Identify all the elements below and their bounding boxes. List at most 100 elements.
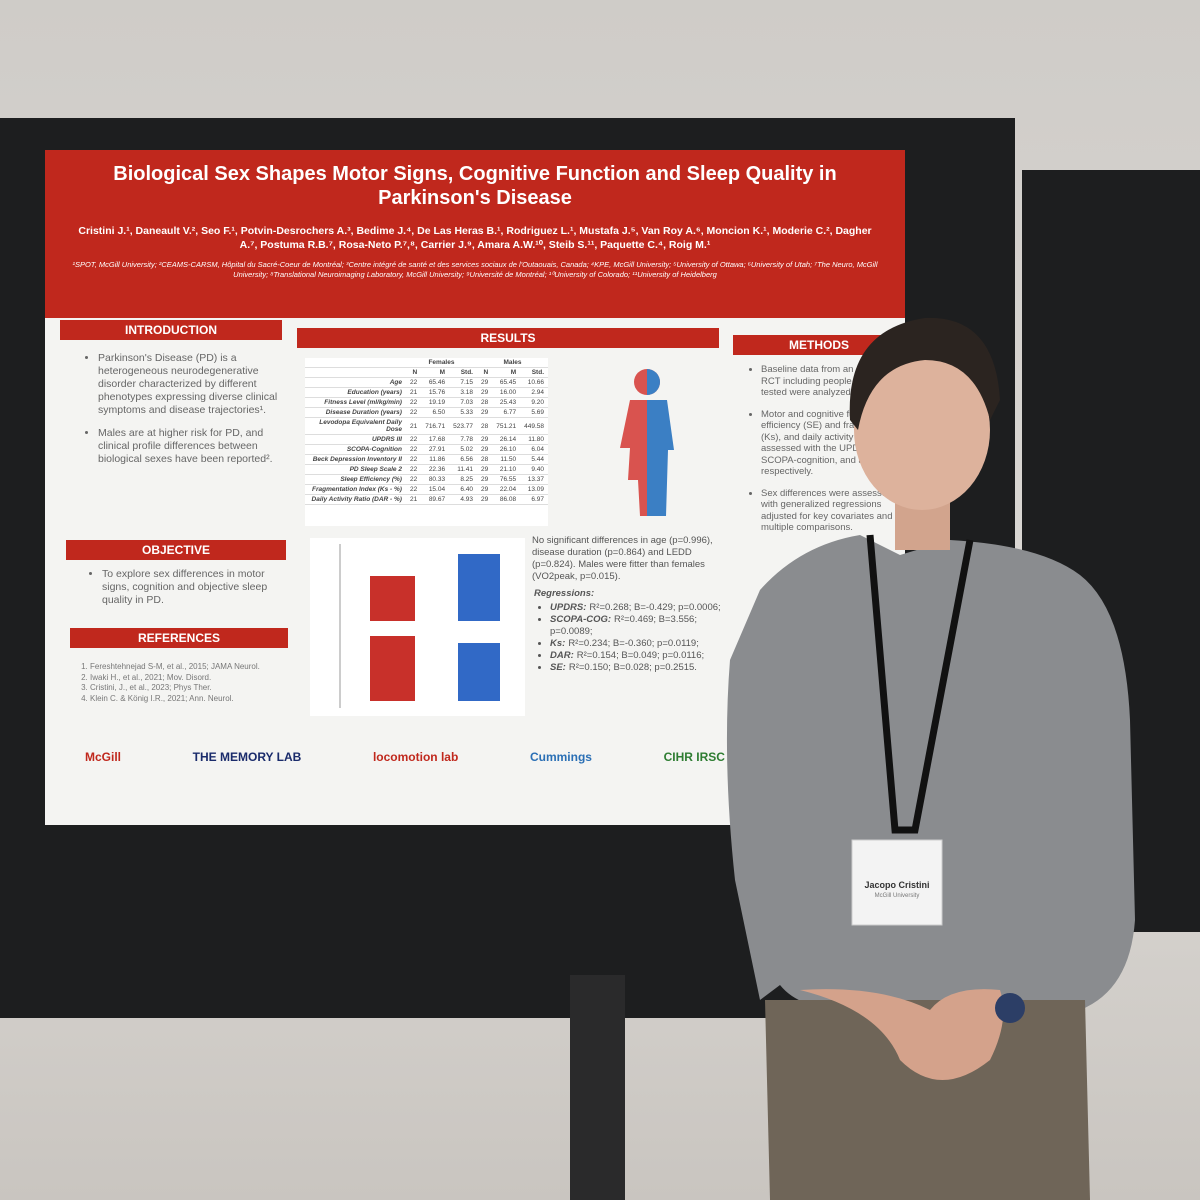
group-header: Females bbox=[405, 358, 477, 368]
regression-list: UPDRS:R²=0.268; B=-0.429; p=0.0006;SCOPA… bbox=[536, 602, 730, 674]
table-cell: 21.10 bbox=[492, 464, 521, 475]
column-header: N bbox=[476, 367, 493, 378]
regression-text: R²=0.154; B=0.049; p=0.0116; bbox=[576, 650, 705, 661]
table-cell: 6.50 bbox=[421, 407, 450, 418]
logo: McGill bbox=[85, 750, 122, 764]
regression-label: SCOPA-COG: bbox=[550, 614, 612, 625]
table-cell: 11.41 bbox=[449, 464, 477, 475]
table-cell: 21 bbox=[405, 387, 422, 398]
table-cell: 11.80 bbox=[520, 434, 548, 445]
table-cell: 22 bbox=[405, 444, 422, 455]
badge-affiliation: McGill University bbox=[874, 893, 920, 899]
table-column-row: N M Std. N M Std. bbox=[305, 367, 548, 378]
reference: Cristini, J., et al., 2023; Phys Ther. bbox=[90, 683, 300, 694]
table-cell: 22 bbox=[405, 484, 422, 495]
row-label: Age bbox=[305, 377, 406, 388]
table-cell: 22 bbox=[405, 464, 422, 475]
regression-label: UPDRS: bbox=[550, 602, 587, 613]
table-cell: 22 bbox=[405, 407, 422, 418]
regressions-heading: Regressions: bbox=[534, 588, 595, 599]
table-cell: 6.40 bbox=[449, 484, 477, 495]
table-cell: 11.86 bbox=[421, 454, 450, 465]
table-row: Disease Duration (years) 22 6.50 5.33 29 6.77… bbox=[305, 407, 548, 418]
table-cell: 6.04 bbox=[520, 444, 548, 455]
section-heading: METHODS bbox=[733, 335, 905, 355]
table-cell: 65.46 bbox=[421, 377, 450, 388]
table-cell: 7.15 bbox=[449, 377, 477, 388]
section-heading: REFERENCES bbox=[70, 628, 288, 648]
table-cell: 22 bbox=[405, 454, 422, 465]
table-cell: 22 bbox=[405, 397, 422, 408]
table-cell: 29 bbox=[476, 484, 493, 495]
affiliations: ¹SPOT, McGill University; ²CEAMS-CARSM, … bbox=[72, 260, 878, 279]
table-row: Sleep Efficiency (%) 22 80.33 8.25 29 76.55 13… bbox=[305, 474, 548, 485]
regression: Ks:R²=0.234; B=-0.360; p=0.0119; bbox=[550, 638, 730, 650]
table-row: UPDRS III 22 17.68 7.78 29 26.14 11.80 bbox=[305, 434, 548, 445]
table-cell: 22.04 bbox=[492, 484, 521, 495]
table-cell: 29 bbox=[476, 434, 493, 445]
bullet: Males are at higher risk for PD, and cli… bbox=[98, 427, 283, 466]
table-cell: 21 bbox=[405, 417, 422, 435]
row-label: Daily Activity Ratio (DAR - %) bbox=[305, 494, 406, 505]
table-cell: 7.03 bbox=[449, 397, 477, 408]
row-label: Disease Duration (years) bbox=[305, 407, 406, 418]
row-label: Levodopa Equivalent Daily Dose bbox=[305, 417, 406, 435]
row-label: Education (years) bbox=[305, 387, 406, 398]
table-cell: 76.55 bbox=[492, 474, 521, 485]
methods-list: Baseline data from an ongoing RCT includ… bbox=[745, 364, 911, 544]
bullet: Parkinson's Disease (PD) is a heterogene… bbox=[98, 352, 283, 417]
table-cell: 6.97 bbox=[520, 494, 548, 505]
column-header: Std. bbox=[449, 367, 477, 378]
regression: SE:R²=0.150; B=0.028; p=0.2515. bbox=[550, 662, 730, 674]
table-cell: 4.93 bbox=[449, 494, 477, 505]
section-heading: OBJECTIVE bbox=[66, 540, 286, 560]
section-heading: RESULTS bbox=[297, 328, 719, 348]
bullet: Sex differences were assessed with gener… bbox=[761, 488, 911, 534]
bullet: Motor and cognitive function, sleep effi… bbox=[761, 409, 911, 478]
objective-list: To explore sex differences in motor sign… bbox=[86, 568, 287, 617]
regression: DAR:R²=0.154; B=0.049; p=0.0116; bbox=[550, 650, 730, 662]
row-label: SCOPA-Cognition bbox=[305, 444, 406, 455]
bullet: To explore sex differences in motor sign… bbox=[102, 568, 287, 607]
sex-icon bbox=[620, 369, 674, 516]
table-cell: 5.44 bbox=[520, 454, 548, 465]
table-cell: 6.77 bbox=[492, 407, 521, 418]
poster-title: Biological Sex Shapes Motor Signs, Cogni… bbox=[113, 163, 837, 209]
row-label: Sleep Efficiency (%) bbox=[305, 474, 406, 485]
table-cell: 27.91 bbox=[421, 444, 450, 455]
table-row: Fragmentation Index (Ks - %) 22 15.04 6.40 2… bbox=[305, 484, 548, 495]
table-cell: 15.04 bbox=[421, 484, 450, 495]
regression-text: R²=0.268; B=-0.429; p=0.0006; bbox=[589, 602, 721, 613]
table-cell: 22 bbox=[405, 474, 422, 485]
regression-label: Ks: bbox=[550, 638, 566, 649]
table-cell: 5.33 bbox=[449, 407, 477, 418]
badge-name: Jacopo Cristini bbox=[864, 880, 930, 890]
table-cell: 9.20 bbox=[520, 397, 548, 408]
table-cell: 29 bbox=[476, 387, 493, 398]
column-header: N bbox=[405, 367, 422, 378]
table-cell: 28 bbox=[476, 454, 493, 465]
row-label: Beck Depression Inventory II bbox=[305, 454, 406, 465]
results-summary: No significant differences in age (p=0.9… bbox=[532, 535, 713, 582]
table-cell: 86.08 bbox=[492, 494, 521, 505]
reference: Fereshtehnejad S-M, et al., 2015; JAMA N… bbox=[90, 662, 300, 673]
table-row: Beck Depression Inventory II 22 11.86 6.56 2… bbox=[305, 454, 548, 465]
table-cell: 28 bbox=[476, 397, 493, 408]
table-cell: 29 bbox=[476, 377, 493, 388]
regression: UPDRS:R²=0.268; B=-0.429; p=0.0006; bbox=[550, 602, 730, 614]
table-group-row: Females Males bbox=[305, 358, 548, 368]
row-label: UPDRS III bbox=[305, 434, 406, 445]
table-row: SCOPA-Cognition 22 27.91 5.02 29 26.10 6.04 bbox=[305, 444, 548, 455]
reference: Klein C. & König I.R., 2021; Ann. Neurol… bbox=[90, 694, 300, 705]
table-cell: 3.18 bbox=[449, 387, 477, 398]
table-cell: 2.94 bbox=[520, 387, 548, 398]
table-cell: 29 bbox=[476, 474, 493, 485]
table-cell: 11.50 bbox=[492, 454, 521, 465]
table-cell: 10.66 bbox=[520, 377, 548, 388]
table-cell: 22 bbox=[405, 377, 422, 388]
row-label: Fragmentation Index (Ks - %) bbox=[305, 484, 406, 495]
section-heading: INTRODUCTION bbox=[60, 320, 282, 340]
bullet: Baseline data from an ongoing RCT includ… bbox=[761, 364, 911, 399]
table-cell: 8.25 bbox=[449, 474, 477, 485]
table-cell: 80.33 bbox=[421, 474, 450, 485]
